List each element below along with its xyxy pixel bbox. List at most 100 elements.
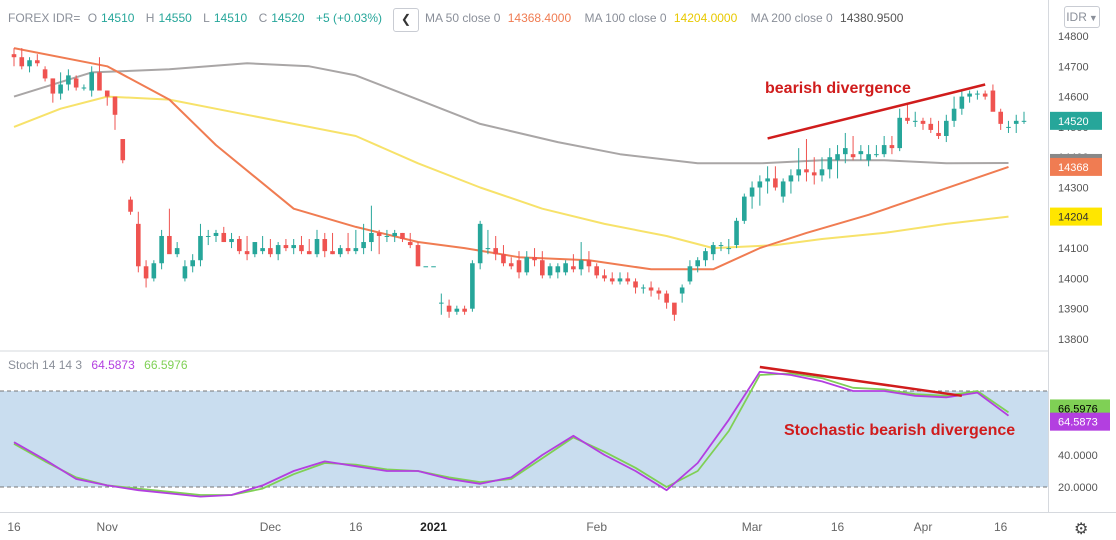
candle xyxy=(609,272,615,285)
candle xyxy=(827,148,833,179)
candle-body xyxy=(1006,126,1011,128)
ohlc-close: C 14520 xyxy=(258,11,305,25)
candle-body xyxy=(734,220,739,246)
candle-body xyxy=(221,232,227,243)
ma100-label: MA 100 close 0 xyxy=(584,11,667,25)
price-label-bg xyxy=(1050,111,1102,130)
candle-body xyxy=(237,239,242,252)
candle-body xyxy=(345,248,351,252)
candle xyxy=(796,148,801,182)
candle-body xyxy=(198,235,203,261)
candle-body xyxy=(990,90,996,112)
candle-body xyxy=(384,235,390,237)
candle-body xyxy=(431,266,436,268)
candle xyxy=(555,263,561,279)
candle xyxy=(345,232,351,255)
candle-body xyxy=(672,302,677,315)
candle xyxy=(415,242,421,267)
candle xyxy=(423,266,429,268)
candle-body xyxy=(1021,120,1027,122)
candle xyxy=(314,229,320,258)
candle xyxy=(765,166,770,194)
candle xyxy=(516,251,522,279)
candle-body xyxy=(726,248,732,250)
candle-body xyxy=(81,87,87,89)
candle xyxy=(1021,111,1027,124)
candle xyxy=(128,196,133,215)
candle-body xyxy=(268,248,273,255)
candle-body xyxy=(594,266,599,276)
candle-body xyxy=(205,235,211,237)
candle xyxy=(687,260,693,285)
price-divergence-line xyxy=(767,83,986,140)
price-axis: 1380013900140001410014200143001440014500… xyxy=(1050,31,1102,346)
chevron-down-icon: ▼ xyxy=(1088,13,1098,23)
candle-body xyxy=(400,232,405,240)
candle-body xyxy=(811,172,817,176)
candle-body xyxy=(633,281,638,288)
candle-body xyxy=(967,93,972,97)
candle-body xyxy=(275,245,281,255)
candle-body xyxy=(780,181,786,197)
candle xyxy=(470,260,475,312)
candle xyxy=(485,229,491,255)
candle xyxy=(710,242,716,261)
candle xyxy=(1013,114,1019,133)
candle xyxy=(81,84,87,91)
stoch-divergence-annotation: Stochastic bearish divergence xyxy=(784,422,1015,439)
candle-body xyxy=(50,78,56,94)
candle-body xyxy=(609,278,615,282)
price-tick-label: 14100 xyxy=(1058,243,1089,255)
candle xyxy=(656,287,662,300)
candle-body xyxy=(524,257,530,273)
candle-body xyxy=(951,108,957,121)
candle-body xyxy=(571,266,576,270)
candle xyxy=(850,135,856,161)
candle xyxy=(757,175,763,206)
candle xyxy=(322,232,328,258)
price-label-bg xyxy=(1050,157,1102,176)
candle xyxy=(982,90,988,100)
candle-body xyxy=(330,251,335,255)
price-label-bg xyxy=(1050,207,1102,226)
candle xyxy=(703,248,708,267)
stoch-label: Stoch 14 14 3 xyxy=(8,358,83,372)
candle-body xyxy=(97,72,102,91)
candle-body xyxy=(944,120,949,136)
currency-label: IDR xyxy=(1066,10,1087,24)
time-tick-label: 16 xyxy=(831,520,845,534)
candle xyxy=(35,54,40,67)
gear-icon[interactable]: ⚙ xyxy=(1074,521,1089,538)
currency-button[interactable]: IDR ▼ xyxy=(1064,6,1100,28)
candle-body xyxy=(462,308,467,312)
candle xyxy=(205,229,211,246)
candle xyxy=(944,114,949,143)
candle xyxy=(275,242,281,261)
price-tick-label: 14800 xyxy=(1058,31,1089,43)
candle xyxy=(330,232,335,255)
candle-body xyxy=(881,145,887,155)
stoch-k-line xyxy=(13,370,1010,498)
candle xyxy=(672,302,677,321)
candle-body xyxy=(912,120,918,122)
candle-body xyxy=(757,181,763,188)
candle xyxy=(936,120,941,140)
candle xyxy=(182,260,188,282)
candle xyxy=(400,232,405,243)
candle-body xyxy=(470,263,475,309)
stoch-d-value: 66.5976 xyxy=(144,358,188,372)
collapse-legend-button[interactable]: ❮ xyxy=(393,8,419,32)
candle xyxy=(508,257,514,270)
time-tick-label: 16 xyxy=(994,520,1008,534)
candle-body xyxy=(703,251,708,261)
candle-body xyxy=(89,72,94,91)
candle-body xyxy=(120,139,126,161)
candle xyxy=(718,242,724,252)
ma200-value: 14380.9500 xyxy=(840,11,904,25)
candle-body xyxy=(578,260,584,270)
candle-body xyxy=(532,257,537,261)
candle xyxy=(446,299,452,318)
candle xyxy=(843,132,848,164)
candle xyxy=(586,251,592,273)
